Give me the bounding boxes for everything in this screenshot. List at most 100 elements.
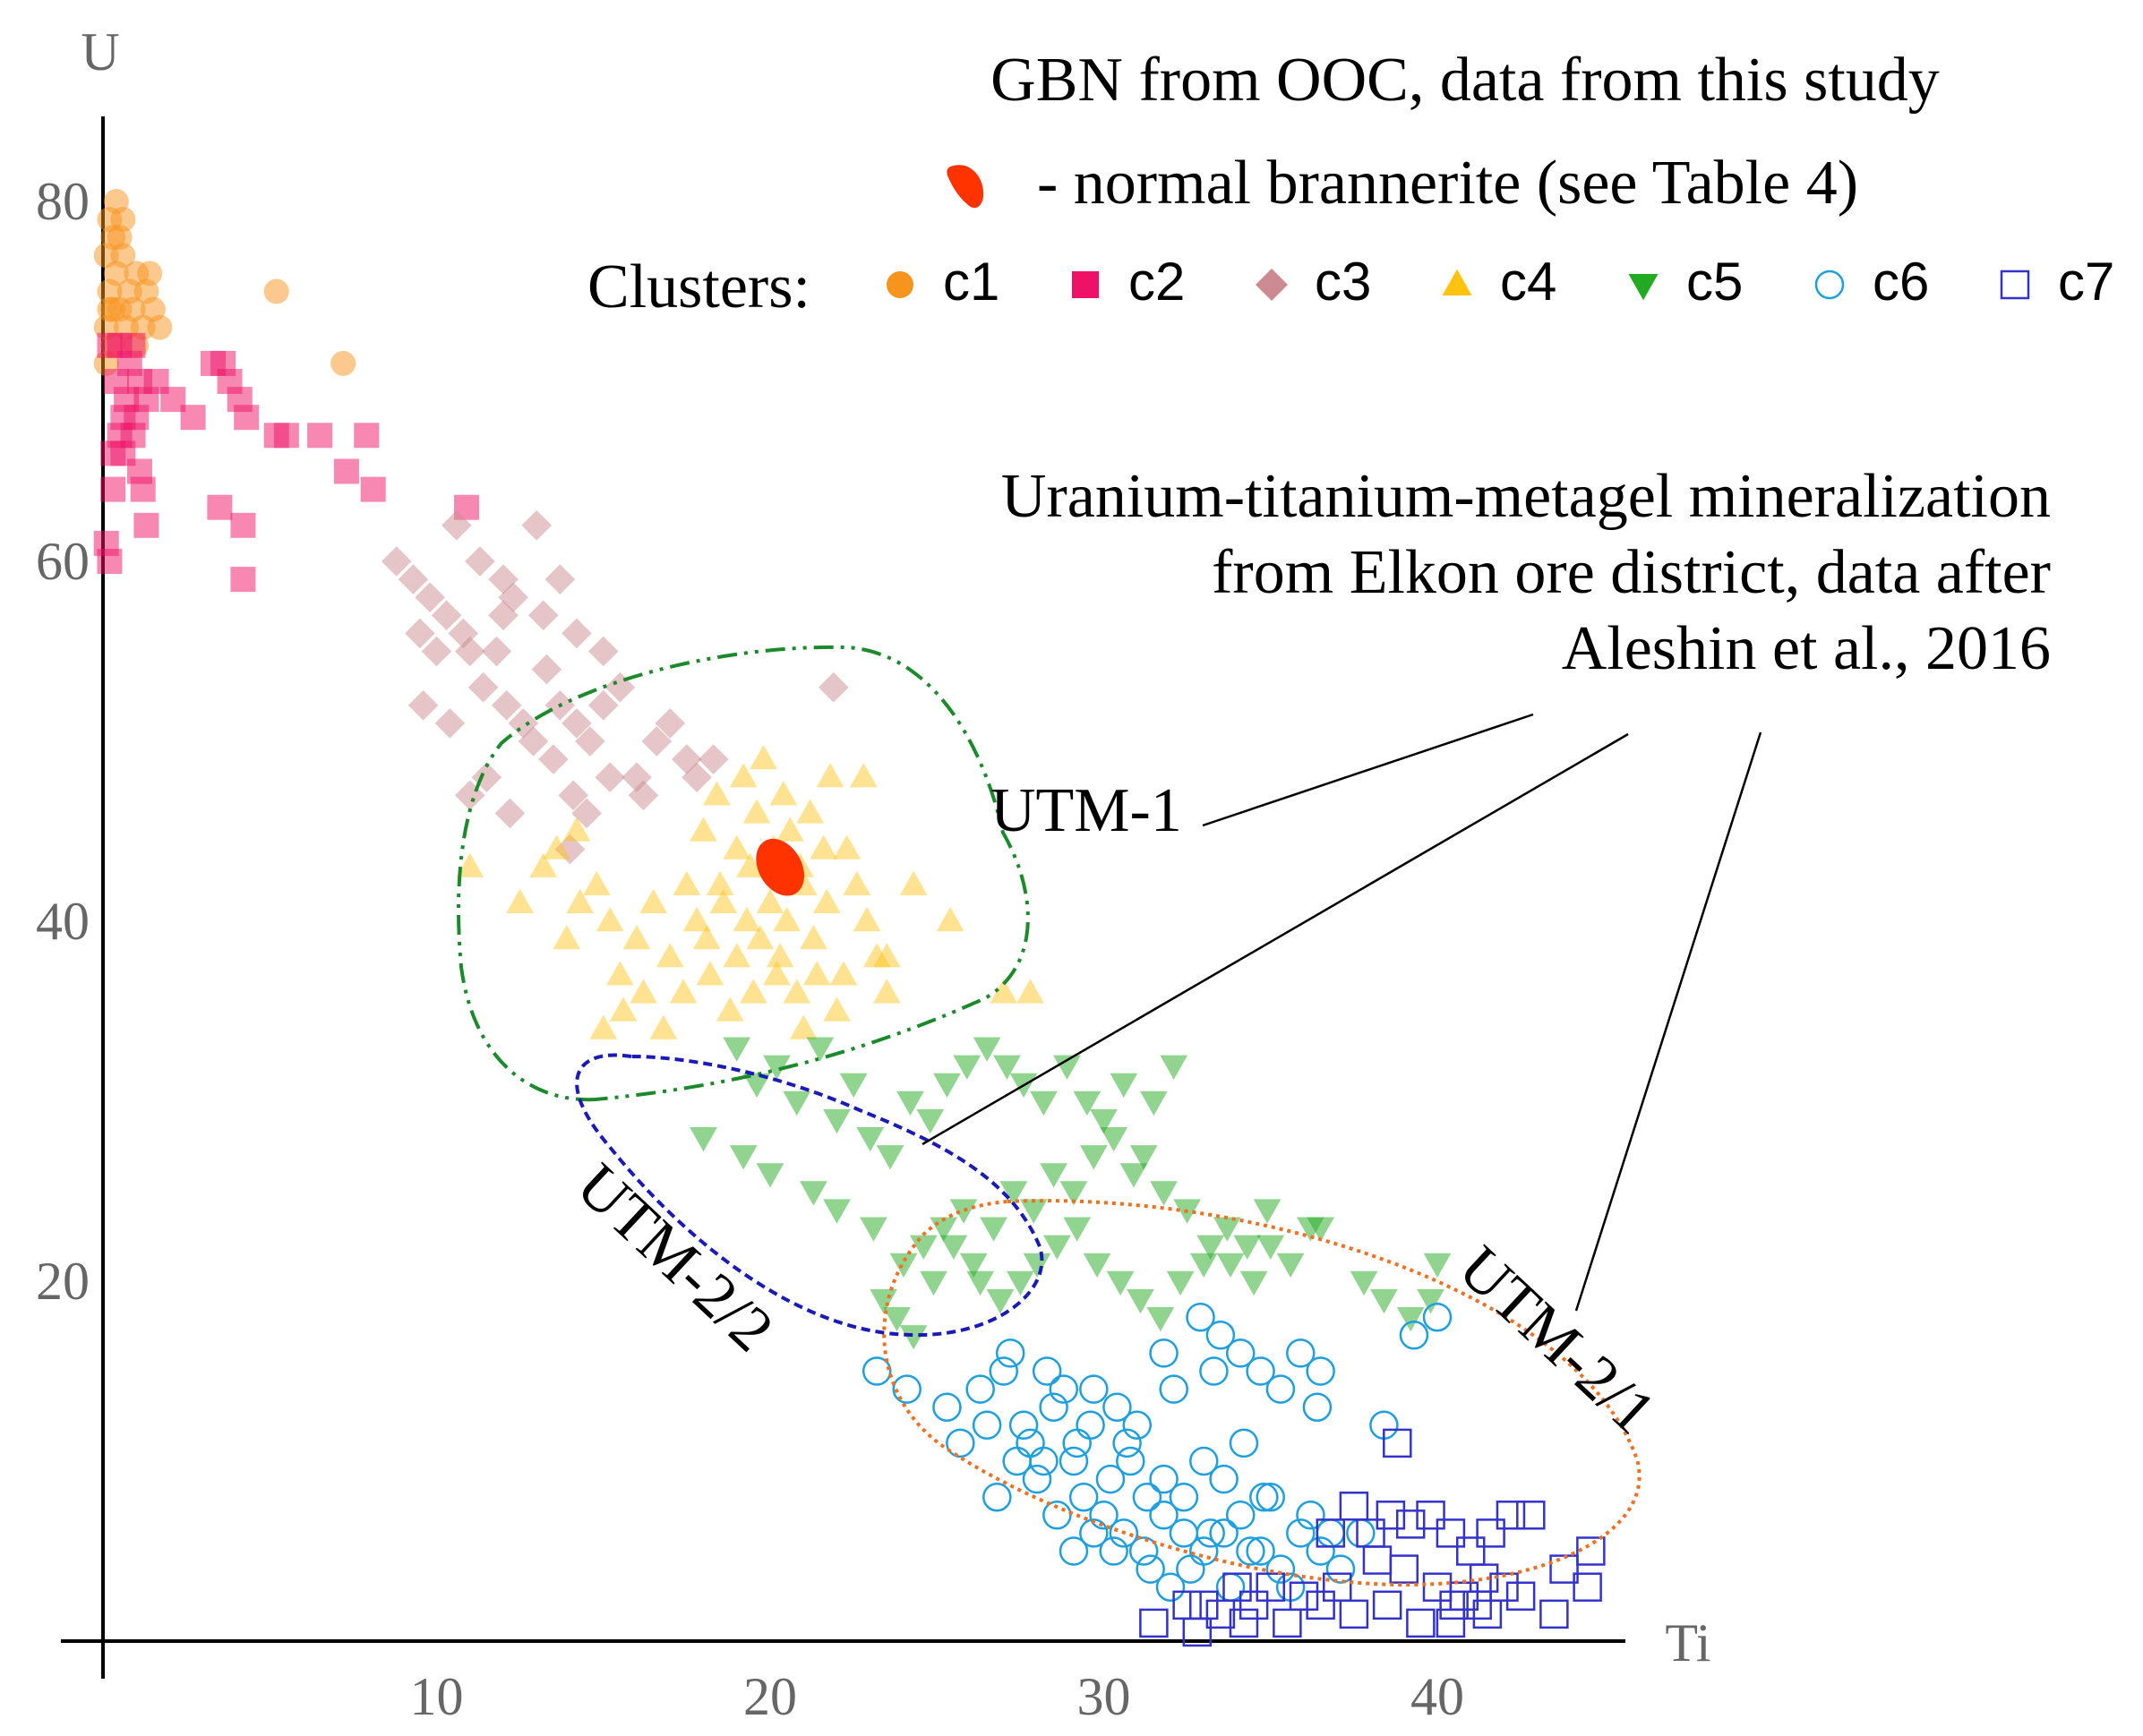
point-c6 xyxy=(1032,1356,1062,1386)
point-c3 xyxy=(431,600,462,631)
point-c4 xyxy=(649,1014,678,1039)
point-c3 xyxy=(561,618,592,649)
point-c4 xyxy=(763,961,791,986)
point-c5 xyxy=(1129,1145,1158,1170)
point-c2 xyxy=(230,512,256,538)
point-c7 xyxy=(1316,1518,1346,1548)
point-c4 xyxy=(773,906,801,932)
point-c6 xyxy=(1116,1446,1145,1476)
point-c5 xyxy=(823,1108,851,1134)
point-c7 xyxy=(1516,1501,1546,1530)
point-c4 xyxy=(566,888,595,914)
point-c2 xyxy=(354,423,380,449)
point-c4 xyxy=(816,763,844,788)
point-c6 xyxy=(1176,1554,1205,1584)
point-c3 xyxy=(421,636,452,667)
point-c6 xyxy=(1296,1501,1325,1530)
point-c6 xyxy=(1169,1482,1199,1512)
point-c5 xyxy=(973,1037,1001,1062)
point-c3 xyxy=(494,798,526,829)
point-c7 xyxy=(1323,1572,1352,1602)
point-c2 xyxy=(307,423,333,449)
point-c7 xyxy=(1182,1617,1213,1647)
point-c6 xyxy=(1112,1428,1142,1458)
point-c7 xyxy=(1422,1572,1453,1602)
point-c7 xyxy=(1273,1608,1302,1638)
point-c5 xyxy=(763,1055,791,1080)
point-c6 xyxy=(1128,1536,1159,1566)
legend-label-c1: c1 xyxy=(943,252,999,312)
point-c5 xyxy=(1370,1288,1398,1314)
point-c7 xyxy=(1469,1563,1499,1593)
point-c4 xyxy=(716,996,744,1022)
point-c1 xyxy=(330,350,356,376)
region-label-utm-1: UTM-1 xyxy=(990,776,1182,845)
point-c4 xyxy=(622,925,651,950)
point-c5 xyxy=(839,1073,868,1098)
point-c6 xyxy=(1249,1482,1279,1512)
point-c4 xyxy=(800,925,827,950)
point-c3 xyxy=(454,636,485,667)
point-c4 xyxy=(990,979,1018,1004)
point-c7 xyxy=(1189,1590,1219,1621)
leader-line-utm-2-2 xyxy=(921,732,1629,1146)
point-c6 xyxy=(1089,1501,1119,1530)
point-c4 xyxy=(843,870,871,895)
point-c5 xyxy=(1417,1288,1444,1314)
point-c5 xyxy=(916,1108,945,1134)
point-c5 xyxy=(883,1307,911,1332)
point-c5 xyxy=(953,1055,981,1080)
annotation-line-1: Uranium-titanium-metagel mineralization xyxy=(1001,462,2051,531)
point-c5 xyxy=(1053,1055,1081,1080)
point-c3 xyxy=(544,564,576,594)
point-c2 xyxy=(133,512,159,538)
point-c2 xyxy=(124,405,150,431)
point-c7 xyxy=(1376,1501,1406,1530)
point-c7 xyxy=(1383,1428,1412,1458)
point-c6 xyxy=(1062,1428,1092,1458)
point-c6 xyxy=(1049,1374,1079,1404)
brannerite-highlight xyxy=(756,838,805,896)
point-c5 xyxy=(1166,1270,1195,1296)
x-axis-ticks: 10 20 30 40 xyxy=(410,1667,1465,1726)
point-c7 xyxy=(1139,1608,1169,1638)
point-c4 xyxy=(582,870,611,895)
point-c7 xyxy=(1239,1590,1269,1621)
point-c2 xyxy=(130,476,156,502)
point-c4 xyxy=(872,943,901,968)
legend-label-c7: c7 xyxy=(2058,252,2114,312)
point-c4 xyxy=(733,906,761,932)
point-c5 xyxy=(1150,1181,1178,1206)
point-c6 xyxy=(965,1374,995,1404)
point-c7 xyxy=(1436,1518,1466,1548)
y-axis-ticks: 20 40 60 80 xyxy=(36,172,90,1311)
point-c5 xyxy=(1100,1127,1128,1152)
point-c3 xyxy=(538,744,569,774)
point-c5 xyxy=(1160,1055,1188,1080)
point-c5 xyxy=(1040,1163,1068,1188)
point-c5 xyxy=(1042,1235,1071,1260)
point-c4 xyxy=(682,906,711,932)
point-c4 xyxy=(703,781,731,806)
point-c5 xyxy=(856,1127,885,1152)
point-c4 xyxy=(853,906,881,932)
point-c5 xyxy=(1063,1217,1092,1242)
point-c7 xyxy=(1205,1599,1236,1629)
point-c7 xyxy=(1539,1599,1569,1629)
point-c6 xyxy=(1149,1464,1179,1494)
point-c6 xyxy=(989,1356,1018,1386)
x-tick-label: 40 xyxy=(1410,1667,1464,1726)
legend: c1 c2 c3 c4 c5 c6 c7 xyxy=(887,252,2114,312)
x-tick-label: 20 xyxy=(743,1667,797,1726)
point-c6 xyxy=(1102,1392,1132,1422)
point-c5 xyxy=(966,1270,995,1296)
point-c6 xyxy=(982,1482,1012,1512)
point-c7 xyxy=(1229,1608,1259,1638)
point-c5 xyxy=(729,1145,758,1170)
point-c6 xyxy=(1399,1321,1429,1350)
point-c6 xyxy=(892,1374,921,1404)
point-c7 xyxy=(1339,1492,1369,1521)
point-c1 xyxy=(137,261,163,286)
point-c6 xyxy=(1236,1536,1265,1566)
